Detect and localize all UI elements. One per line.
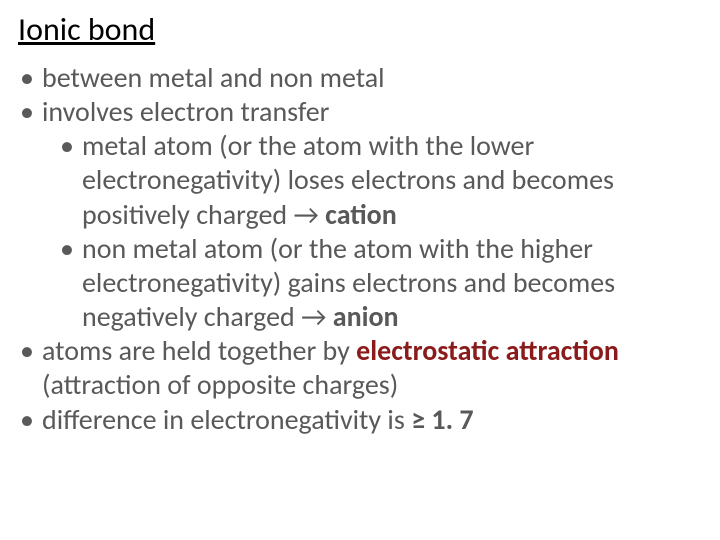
bullet-text: involves electron transfer (42, 94, 329, 129)
bullet-text: between metal and non metal (42, 60, 385, 95)
sub-bullet-bold: cation (325, 197, 397, 232)
slide-title: Ionic bond (18, 10, 702, 49)
arrow-icon: → (293, 197, 318, 232)
slide: Ionic bond between metal and non metal i… (0, 0, 720, 540)
sub-bullet-item: non metal atom (or the atom with the hig… (82, 232, 702, 334)
bullet-pre: difference in electronegativity is (42, 402, 411, 437)
sub-bullet-list: metal atom (or the atom with the lower e… (42, 129, 702, 334)
sub-bullet-item: metal atom (or the atom with the lower e… (82, 129, 702, 231)
bullet-item: atoms are held together by electrostatic… (42, 334, 702, 402)
arrow-icon: → (301, 299, 326, 334)
bullet-item: between metal and non metal (42, 61, 702, 95)
bullet-bold: ≥ 1. 7 (411, 402, 473, 437)
bullet-item: difference in electronegativity is ≥ 1. … (42, 403, 702, 437)
bullet-emphasis: electrostatic attraction (356, 333, 619, 368)
bullet-post: (attraction of opposite charges) (42, 367, 398, 402)
bullet-item: involves electron transfer metal atom (o… (42, 95, 702, 334)
bullet-pre: atoms are held together by (42, 333, 356, 368)
bullet-list: between metal and non metal involves ele… (18, 61, 702, 437)
sub-bullet-bold: anion (333, 299, 399, 334)
